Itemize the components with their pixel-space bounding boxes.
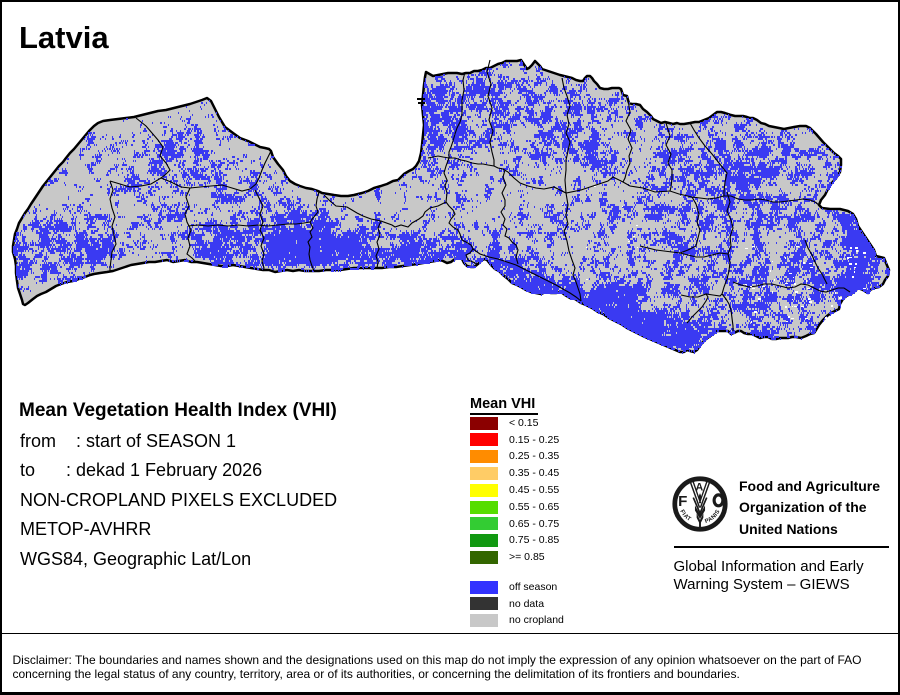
svg-text:F: F xyxy=(678,493,687,510)
svg-text:A: A xyxy=(696,481,704,493)
